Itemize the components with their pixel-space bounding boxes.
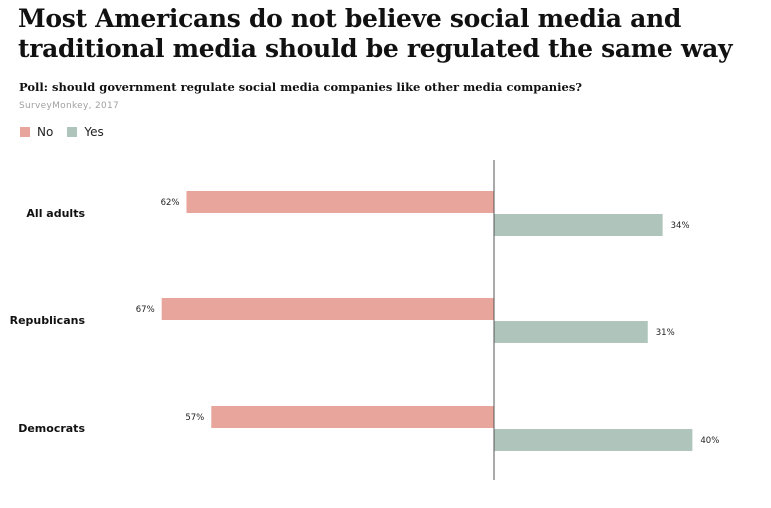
value-label-yes-democrats: 40% <box>700 436 719 446</box>
legend-swatch-yes <box>67 127 78 137</box>
legend-label-yes: Yes <box>84 125 104 139</box>
value-label-yes-all-adults: 34% <box>671 221 690 231</box>
legend-item-no: No <box>20 125 53 139</box>
value-label-no-all-adults: 62% <box>161 198 180 208</box>
legend: No Yes <box>20 125 118 139</box>
source-note: SurveyMonkey, 2017 <box>19 101 120 111</box>
legend-swatch-no <box>20 127 30 137</box>
legend-label-no: No <box>37 125 54 139</box>
bar-no-democrats <box>211 406 494 428</box>
value-label-no-republicans: 67% <box>136 305 155 315</box>
category-label-republicans: Republicans <box>10 314 86 327</box>
bar-yes-all-adults <box>494 214 663 236</box>
chart-subtitle: Poll: should government regulate social … <box>19 80 583 94</box>
chart-title: Most Americans do not believe social med… <box>18 4 733 63</box>
category-label-all-adults: All adults <box>26 207 85 220</box>
value-label-yes-republicans: 31% <box>656 328 675 338</box>
bar-no-all-adults <box>186 191 495 213</box>
bar-yes-republicans <box>494 321 648 343</box>
bar-yes-democrats <box>494 429 693 451</box>
value-label-no-democrats: 57% <box>185 413 204 423</box>
legend-item-yes: Yes <box>67 125 104 139</box>
category-label-democrats: Democrats <box>18 422 85 435</box>
bar-no-republicans <box>161 298 494 320</box>
